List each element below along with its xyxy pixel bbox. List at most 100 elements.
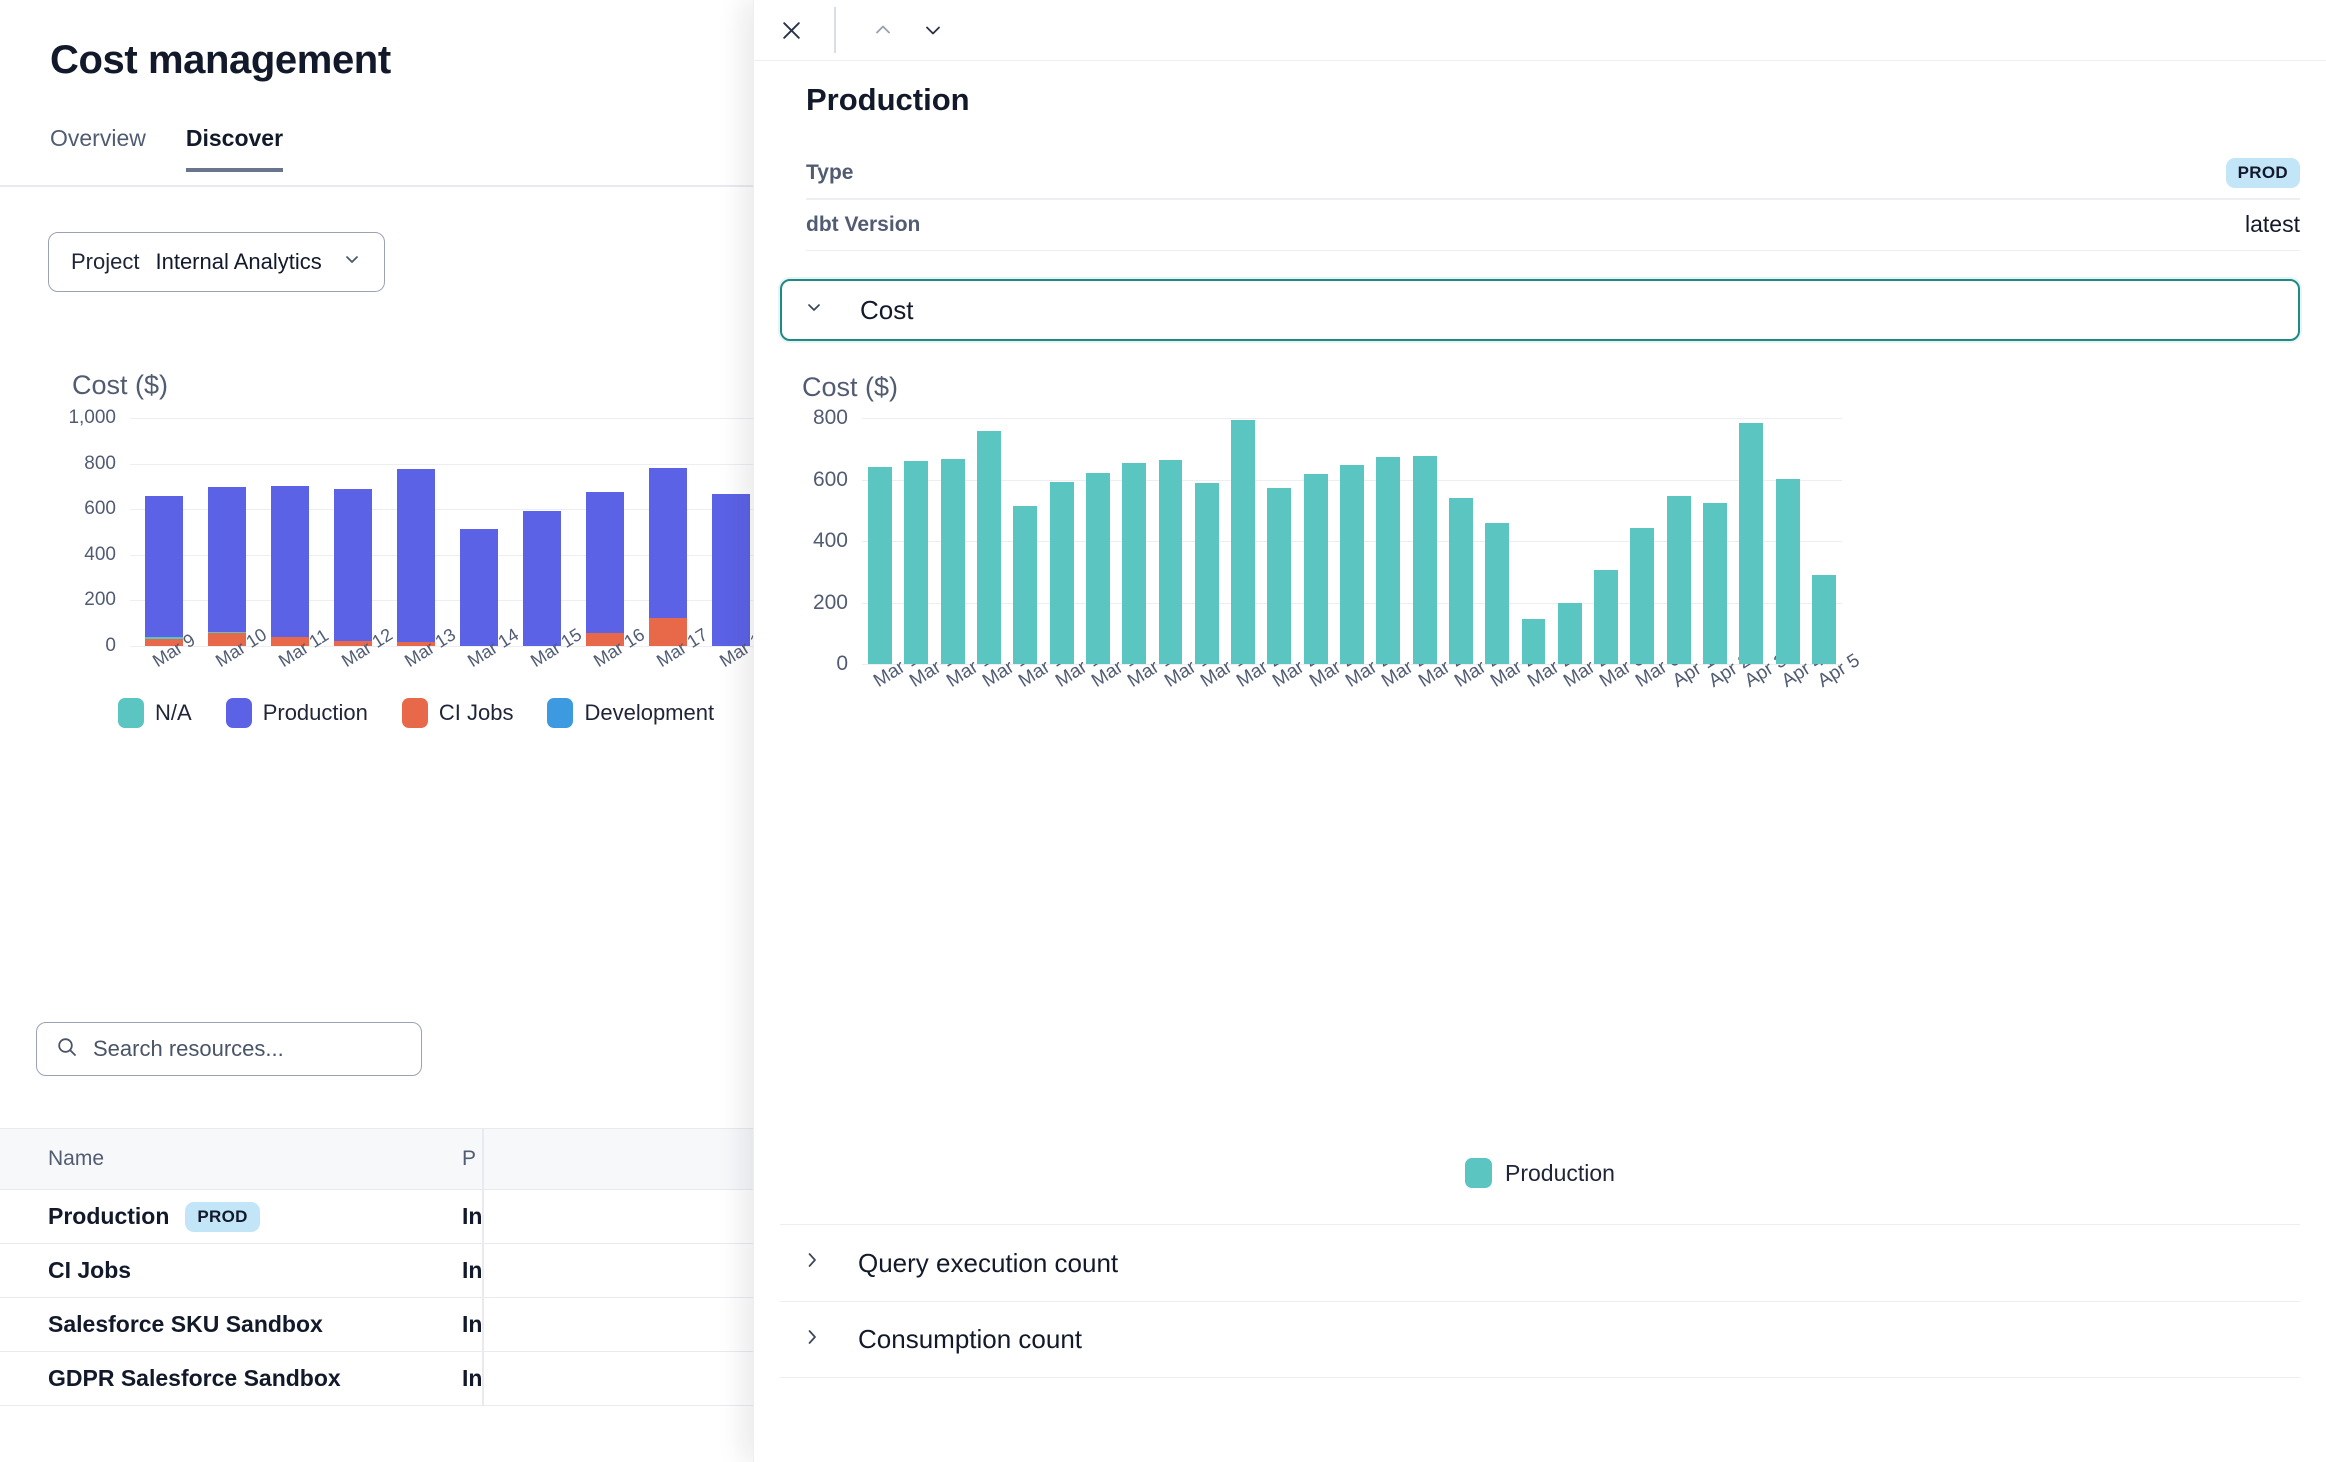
bar[interactable]: [1049, 481, 1074, 664]
chevron-down-icon: [804, 297, 822, 323]
legend-item[interactable]: N/A: [118, 698, 192, 728]
resource-detail-panel: Production Type PROD dbt Version latest …: [753, 0, 2326, 1462]
legend-label: Development: [584, 700, 715, 725]
page-title: Cost management: [50, 38, 391, 82]
search-placeholder: Search resources...: [93, 1036, 284, 1061]
bar[interactable]: [1811, 575, 1836, 664]
cell-project: In: [462, 1365, 483, 1391]
bar[interactable]: [648, 468, 687, 646]
bar[interactable]: [1702, 502, 1727, 664]
accordion-consumption-count[interactable]: Consumption count: [780, 1301, 2300, 1378]
chevron-right-icon: [802, 1250, 820, 1276]
close-icon[interactable]: [766, 5, 816, 55]
column-header-name[interactable]: Name: [48, 1147, 105, 1170]
bar[interactable]: [977, 431, 1001, 664]
bar[interactable]: [1630, 528, 1655, 664]
bar[interactable]: [1158, 459, 1183, 664]
bar-segment: [144, 495, 183, 637]
gridline: [130, 463, 760, 465]
bar[interactable]: [1340, 464, 1364, 664]
gridline: [130, 509, 760, 511]
bar-segment: [648, 617, 687, 646]
search-icon: [55, 1035, 79, 1064]
chevron-down-icon: [342, 249, 362, 275]
left-chart-plot: 0 200 400 600 800 1,000 Mar 9 Mar 10 Mar 11 Mar 1…: [68, 407, 773, 671]
table-body: Production PROD In CI Jobs In Salesforce SKU …: [0, 1190, 760, 1406]
legend-item[interactable]: Development: [547, 698, 714, 728]
y-axis-tick-label: 800: [84, 452, 116, 474]
bar-segment: [207, 633, 246, 646]
metadata-row-dbt-version: dbt Version latest: [806, 200, 2300, 250]
legend-item[interactable]: Production: [225, 698, 368, 728]
bar[interactable]: [1303, 473, 1328, 664]
bar-segment: [396, 469, 435, 642]
bar[interactable]: [1448, 497, 1473, 664]
project-filter-dropdown[interactable]: Project Internal Analytics: [48, 232, 385, 292]
chevron-down-icon[interactable]: [908, 5, 958, 55]
left-chart-legend: N/A Production CI Jobs Development: [118, 698, 714, 728]
resource-name: CI Jobs: [48, 1257, 132, 1283]
bar[interactable]: [1775, 478, 1800, 664]
bar[interactable]: [868, 467, 893, 664]
bar[interactable]: [144, 495, 183, 646]
bar[interactable]: [1013, 505, 1038, 664]
cell-name: CI Jobs: [0, 1257, 440, 1284]
bar[interactable]: [1231, 419, 1256, 664]
legend-label: CI Jobs: [438, 700, 514, 725]
cell-name: Salesforce SKU Sandbox: [0, 1311, 440, 1338]
bar[interactable]: [1521, 618, 1546, 664]
gridline: [862, 664, 1842, 665]
chevron-up-icon[interactable]: [858, 5, 908, 55]
table-column-divider: [482, 1128, 484, 1406]
bar[interactable]: [1485, 522, 1510, 664]
bar[interactable]: [1085, 472, 1110, 664]
bar-segment: [648, 468, 687, 618]
bar[interactable]: [1122, 462, 1147, 664]
legend-swatch-production: [1465, 1158, 1493, 1188]
accordion-cost-header[interactable]: Cost: [780, 279, 2300, 341]
bar[interactable]: [1194, 482, 1219, 664]
bar[interactable]: [1739, 423, 1764, 664]
accordion-query-execution-count[interactable]: Query execution count: [780, 1224, 2300, 1301]
tab-discover[interactable]: Discover: [185, 125, 284, 172]
column-header-project[interactable]: P: [462, 1147, 477, 1170]
bar[interactable]: [585, 491, 624, 646]
y-axis-tick-label: 200: [812, 590, 848, 614]
table-row[interactable]: Production PROD In: [0, 1190, 760, 1244]
bar[interactable]: [904, 461, 929, 664]
cell-name: Production PROD: [0, 1201, 440, 1232]
bar-segment: [207, 486, 246, 633]
bar-segment: [270, 636, 309, 646]
cell-project: In: [462, 1257, 483, 1283]
y-axis-tick-label: 1,000: [68, 407, 116, 428]
bar[interactable]: [1594, 569, 1619, 664]
bar[interactable]: [711, 494, 750, 646]
search-resources-input[interactable]: Search resources...: [36, 1022, 422, 1076]
bar-segment: [144, 636, 183, 639]
resources-table: Name P Production PROD In CI Jobs In Salesfor…: [0, 1128, 760, 1406]
y-axis-tick-label: 600: [812, 467, 848, 491]
legend-item[interactable]: CI Jobs: [401, 698, 514, 728]
gridline: [130, 646, 760, 647]
bar[interactable]: [1412, 455, 1437, 664]
bar[interactable]: [1267, 487, 1292, 664]
table-row[interactable]: GDPR Salesforce Sandbox In: [0, 1352, 760, 1406]
table-row[interactable]: Salesforce SKU Sandbox In: [0, 1298, 760, 1352]
bar-segment: [711, 494, 750, 646]
bar[interactable]: [396, 469, 435, 646]
bar[interactable]: [940, 458, 965, 664]
bar[interactable]: [207, 486, 246, 646]
bar[interactable]: [522, 511, 561, 646]
table-row[interactable]: CI Jobs In: [0, 1244, 760, 1298]
accordion-cost[interactable]: Cost: [780, 279, 2300, 341]
bar[interactable]: [270, 486, 309, 646]
bar[interactable]: [1666, 496, 1691, 664]
bar-segment: [585, 491, 624, 634]
bar[interactable]: [333, 489, 372, 646]
bar-segment: [522, 511, 561, 646]
bar[interactable]: [1557, 602, 1582, 664]
bar[interactable]: [459, 528, 498, 646]
tab-overview[interactable]: Overview: [50, 125, 146, 151]
bar[interactable]: [1376, 457, 1401, 664]
accordion-list: Query execution count Consumption count: [780, 1224, 2300, 1378]
